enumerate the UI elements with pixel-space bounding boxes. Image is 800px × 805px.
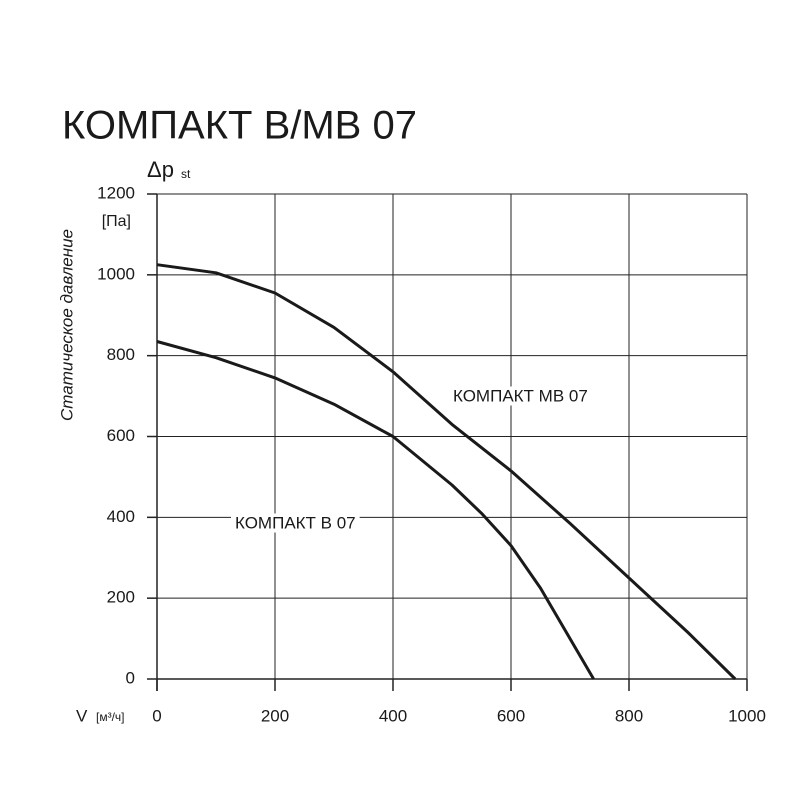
y-subscript: st	[181, 167, 191, 181]
annotation-bg	[449, 386, 592, 406]
x-tick-label: 400	[379, 706, 407, 725]
series-line	[156, 340, 595, 680]
y-tick-label: 1000	[97, 264, 135, 283]
x-tick-label: 200	[261, 706, 289, 725]
y-tick-label: 1200	[97, 183, 135, 202]
y-tick-label: 400	[107, 507, 135, 526]
y-tick-label: 600	[107, 426, 135, 445]
y-tick-label: 0	[126, 668, 135, 687]
y-axis-title: Статическое давление	[57, 229, 76, 421]
chart-title: КОМПАКТ В/МВ 07	[62, 104, 417, 148]
x-symbol: V	[76, 706, 88, 725]
x-tick-label: 1000	[728, 706, 766, 725]
x-tick-label: 0	[152, 706, 161, 725]
y-tick-label: 200	[107, 588, 135, 607]
annotation: КОМПАКТ MB 07	[453, 386, 588, 405]
annotation: КОМПАКТ В 07	[235, 513, 356, 532]
y-tick-label: 800	[107, 345, 135, 364]
y-unit: [Па]	[102, 213, 131, 230]
series-line	[156, 263, 737, 681]
y-symbol: Δp	[147, 157, 174, 182]
x-tick-label: 800	[615, 706, 643, 725]
x-unit: [м³/ч]	[96, 710, 125, 724]
annotation-bg	[231, 513, 360, 533]
x-tick-label: 600	[497, 706, 525, 725]
